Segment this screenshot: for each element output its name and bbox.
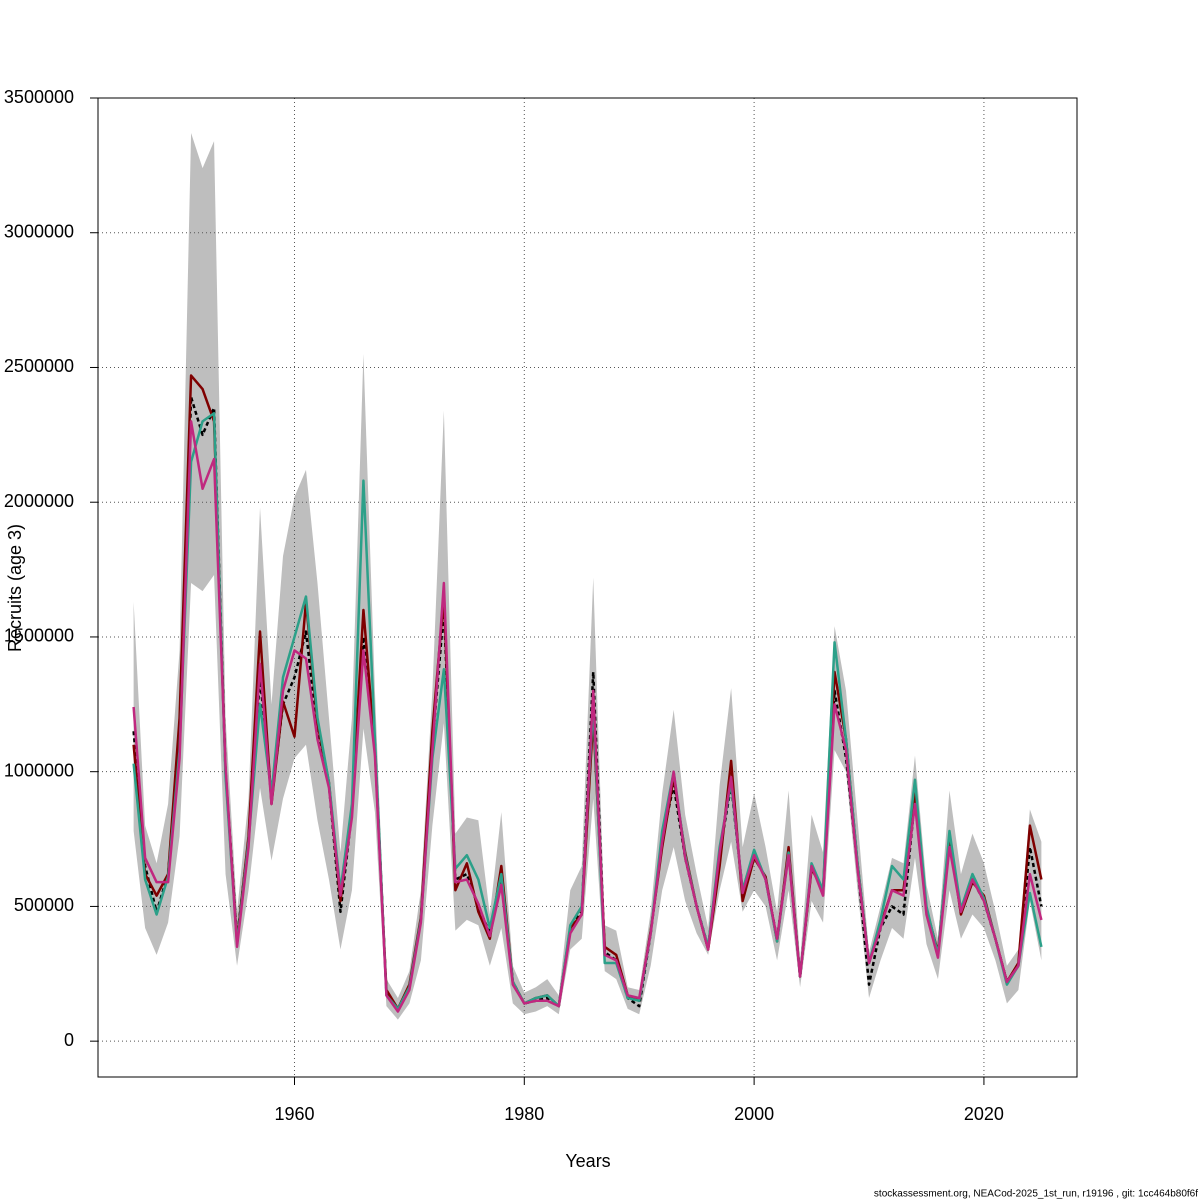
y-axis-label: Recruits (age 3)	[5, 524, 25, 652]
footer-note: stockassessment.org, NEACod-2025_1st_run…	[874, 1189, 1198, 1200]
x-tick-label: 2020	[964, 1104, 1004, 1124]
y-tick-label: 500000	[14, 895, 74, 915]
y-tick-label: 1500000	[4, 626, 74, 646]
x-tick-label: 2000	[734, 1104, 774, 1124]
x-tick-label: 1980	[504, 1104, 544, 1124]
x-axis-label: Years	[565, 1151, 610, 1171]
confidence-band	[133, 133, 1042, 1020]
y-tick-label: 1000000	[4, 760, 74, 780]
y-tick-label: 2000000	[4, 491, 74, 511]
y-tick-label: 3000000	[4, 221, 74, 241]
y-tick-label: 3500000	[4, 87, 74, 107]
series-line	[132, 420, 1043, 1013]
y-tick-label: 2500000	[4, 356, 74, 376]
x-tick-label: 1960	[274, 1104, 314, 1124]
y-tick-label: 0	[64, 1030, 74, 1050]
plot-frame	[97, 97, 1078, 1078]
